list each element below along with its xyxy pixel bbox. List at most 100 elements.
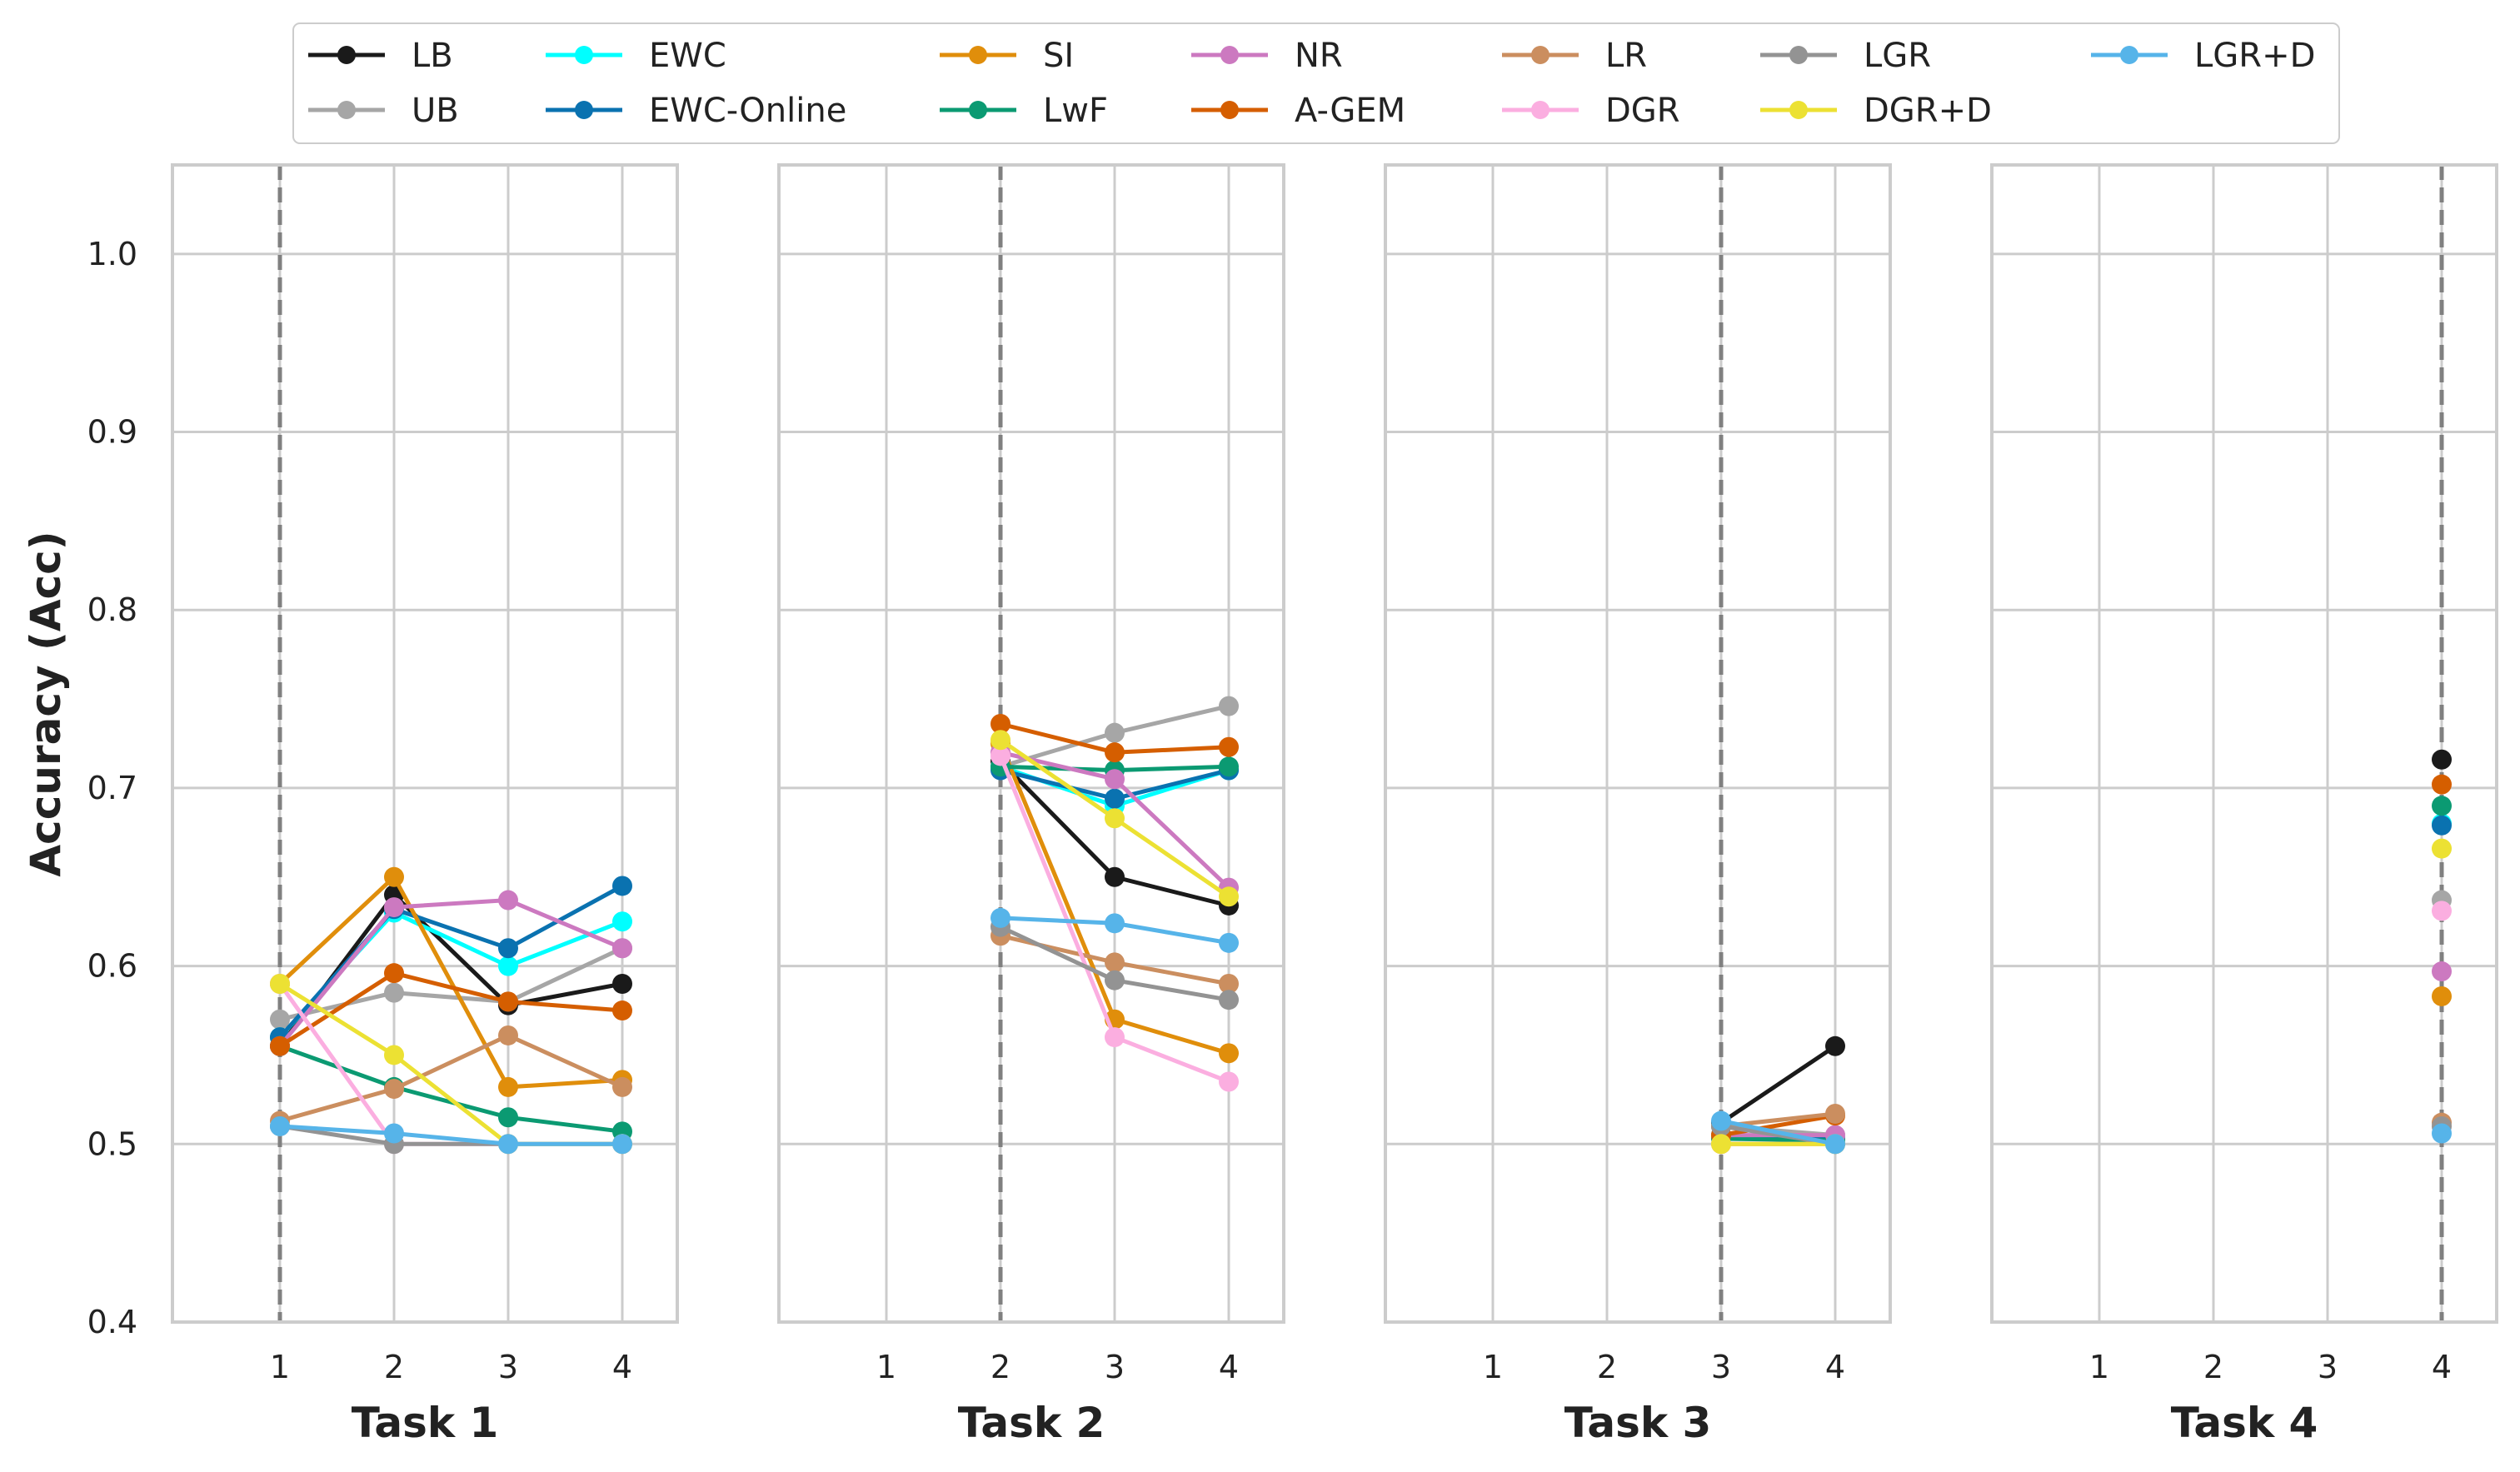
legend-label: SI	[1043, 37, 1074, 75]
series-ewc	[270, 902, 632, 1048]
series-line	[1720, 1119, 1836, 1146]
data-point	[1105, 808, 1125, 829]
data-point	[2432, 815, 2452, 836]
panel-title: Task 3	[1564, 1399, 1712, 1447]
legend-item-dgr-d: DGR+D	[1760, 92, 1992, 130]
series-lwf	[2432, 796, 2452, 816]
panels: 1 2 3 4 Task 1 0.4 0.5 0.6 0.7 0.8 0.9 1.0 1 2 3 4 Task …	[87, 163, 2498, 1447]
data-point	[270, 973, 290, 994]
x-tick-label: 2	[991, 1349, 1010, 1385]
data-point	[991, 746, 1010, 766]
legend-label: EWC	[649, 37, 726, 75]
legend-label: EWC-Online	[649, 92, 846, 130]
series-dgr	[991, 746, 1239, 1092]
legend-label: DGR+D	[1864, 92, 1992, 130]
legend-label: LGR+D	[2194, 37, 2315, 75]
y-tick-label: 0.8	[87, 591, 137, 628]
data-point	[384, 866, 404, 887]
data-point	[1105, 952, 1125, 973]
legend-swatch-marker	[969, 46, 987, 64]
data-point	[498, 890, 518, 911]
legend-label: NR	[1295, 37, 1343, 75]
series-a-gem	[270, 963, 632, 1056]
y-tick-label: 0.6	[87, 948, 137, 985]
panel-task-3: 1 2 3 4 Task 3	[1384, 163, 1892, 1447]
data-point	[612, 876, 632, 896]
x-tick-label: 4	[1825, 1349, 1845, 1385]
data-point	[1219, 696, 1239, 716]
data-point	[270, 1115, 290, 1136]
panel-task-1: 1 2 3 4 Task 1 0.4 0.5 0.6 0.7 0.8 0.9 1.0	[87, 163, 679, 1447]
series-dgr-d	[991, 730, 1239, 907]
x-tick-label: 3	[1105, 1349, 1125, 1385]
data-point	[2432, 901, 2452, 921]
series-line	[278, 971, 623, 1048]
x-tick-label: 1	[270, 1349, 290, 1385]
legend-item-ub: UB	[308, 92, 459, 130]
legend-label: LwF	[1043, 92, 1108, 130]
data-point	[1105, 769, 1125, 790]
series-line	[278, 873, 623, 1090]
series-nr	[270, 890, 632, 1056]
data-point	[1219, 990, 1239, 1010]
data-point	[384, 1045, 404, 1065]
y-axis-label: Accuracy (Acc)	[22, 531, 70, 876]
series-lgr-d	[991, 907, 1239, 953]
x-tick-label: 2	[2203, 1349, 2223, 1385]
data-point	[2432, 796, 2452, 816]
data-point	[270, 1035, 290, 1056]
data-point	[1105, 866, 1125, 887]
y-tick-label: 1.0	[87, 236, 137, 272]
series-lgr-d	[270, 1115, 632, 1155]
series-line	[1719, 1044, 1837, 1125]
series-line	[279, 946, 624, 1022]
legend-label: A-GEM	[1295, 92, 1405, 130]
x-tick-label: 2	[384, 1349, 404, 1385]
series-line	[279, 1124, 622, 1146]
series-ub	[991, 696, 1239, 777]
data-point	[384, 982, 404, 1003]
data-point	[2432, 1123, 2452, 1144]
panel-frame	[1990, 163, 2498, 1324]
y-tick-label: 0.4	[87, 1304, 137, 1340]
legend-item-nr: NR	[1191, 37, 1343, 75]
series-lr	[270, 1025, 632, 1131]
x-tick-label: 3	[1711, 1349, 1731, 1385]
x-tick-label: 3	[498, 1349, 518, 1385]
data-point	[2432, 749, 2452, 770]
data-point	[991, 907, 1010, 928]
data-point	[498, 938, 518, 959]
data-point	[2432, 838, 2452, 859]
series-lb	[2432, 749, 2452, 770]
series-lgr	[270, 1115, 632, 1155]
x-tick-label: 1	[876, 1349, 896, 1385]
data-point	[991, 730, 1010, 751]
legend-item-lgr: LGR	[1760, 37, 1931, 75]
panel-frame	[171, 163, 679, 1324]
legend: LB UB EWC EWC-Online SI LwF NR A-GEM LR DGR LGR DGR…	[292, 22, 2340, 144]
data-point	[270, 1009, 290, 1030]
legend-swatch-marker	[1531, 46, 1549, 64]
data-point	[612, 1076, 632, 1097]
data-point	[1219, 932, 1239, 953]
legend-item-lb: LB	[308, 37, 453, 75]
data-point	[1219, 973, 1239, 994]
x-tick-label: 4	[2432, 1349, 2452, 1385]
series-dgr-d	[2432, 838, 2452, 859]
data-point	[498, 956, 518, 976]
data-point	[1825, 1103, 1845, 1124]
data-point	[1219, 736, 1239, 757]
legend-label: UB	[412, 92, 459, 130]
x-tick-label: 4	[1219, 1349, 1239, 1385]
series-si	[2432, 985, 2452, 1006]
legend-swatch-marker	[969, 101, 987, 119]
data-point	[1219, 886, 1239, 907]
data-point	[498, 1134, 518, 1155]
legend-item-ewc-online: EWC-Online	[546, 92, 846, 130]
legend-item-lgr-d: LGR+D	[2091, 37, 2315, 75]
data-point	[612, 1000, 632, 1021]
legend-swatch-marker	[575, 46, 593, 64]
series-line	[1720, 1113, 1836, 1138]
data-point	[1105, 722, 1125, 743]
series-line	[278, 897, 623, 1048]
